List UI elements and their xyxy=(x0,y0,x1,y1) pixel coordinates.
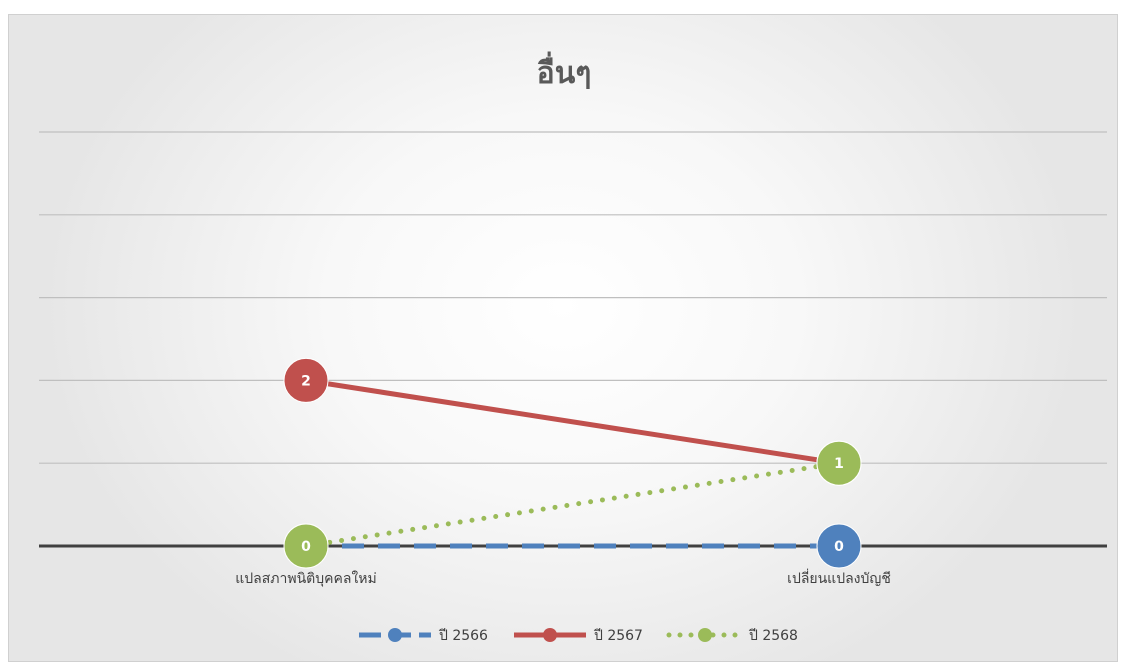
chart-title: อื่นๆ xyxy=(537,51,592,91)
gridlines xyxy=(39,131,1107,548)
legend-marker xyxy=(543,628,557,642)
line-chart: อื่นๆ 2110010 แปลสภาพนิติบุคคลใหม่เปลี่ย… xyxy=(39,51,1107,644)
series-line xyxy=(303,377,842,466)
data-markers: 2110010 xyxy=(283,357,862,569)
x-tick-label: เปลี่ยนแปลงบัญชี xyxy=(787,569,891,587)
data-point xyxy=(283,523,329,569)
chart-frame: อื่นๆ 2110010 แปลสภาพนิติบุคคลใหม่เปลี่ย… xyxy=(8,14,1118,662)
data-point xyxy=(816,440,862,486)
data-label: 2 xyxy=(301,373,311,389)
legend-item: ปี 2566 xyxy=(359,628,488,644)
legend-item: ปี 2568 xyxy=(666,628,798,644)
x-tick-label: แปลสภาพนิติบุคคลใหม่ xyxy=(235,570,377,587)
legend-label: ปี 2566 xyxy=(439,628,489,644)
series-layer: 2110010 xyxy=(283,357,862,569)
data-point xyxy=(816,523,862,569)
series-ปี 2568 xyxy=(303,460,842,549)
legend-label: ปี 2568 xyxy=(749,628,798,644)
data-point xyxy=(283,357,329,403)
x-axis-labels: แปลสภาพนิติบุคคลใหม่ เปลี่ยนแปลงบัญชี xyxy=(235,569,891,587)
data-label: 1 xyxy=(834,456,844,472)
legend-marker xyxy=(388,628,402,642)
series-line xyxy=(303,460,842,549)
data-label: 0 xyxy=(301,539,311,555)
legend: ปี 2566 ปี 2567 ปี 2568 xyxy=(359,628,798,644)
data-label: 0 xyxy=(834,539,844,555)
legend-marker xyxy=(698,628,712,642)
legend-label: ปี 2567 xyxy=(594,628,643,644)
legend-item: ปี 2567 xyxy=(514,628,643,644)
series-ปี 2567 xyxy=(303,377,842,466)
